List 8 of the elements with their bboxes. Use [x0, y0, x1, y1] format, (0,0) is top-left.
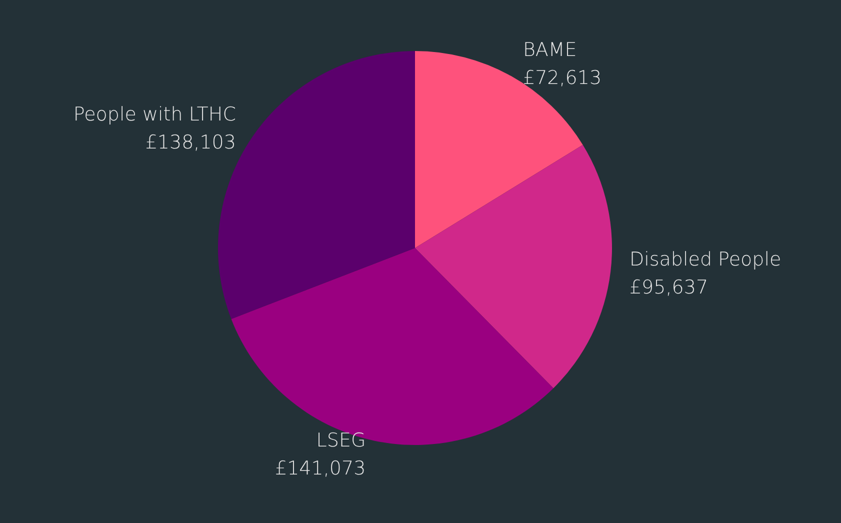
slice-label: Disabled People [629, 248, 782, 270]
slice-label: BAME [522, 38, 577, 61]
slice-label: People with LTHC [73, 104, 236, 126]
data-label: £95,637 [629, 276, 708, 298]
slice-label: LSEG [316, 429, 366, 452]
data-label: £141,073 [274, 457, 366, 480]
data-label: £138,103 [145, 132, 236, 154]
data-label: £72,613 [522, 66, 602, 89]
